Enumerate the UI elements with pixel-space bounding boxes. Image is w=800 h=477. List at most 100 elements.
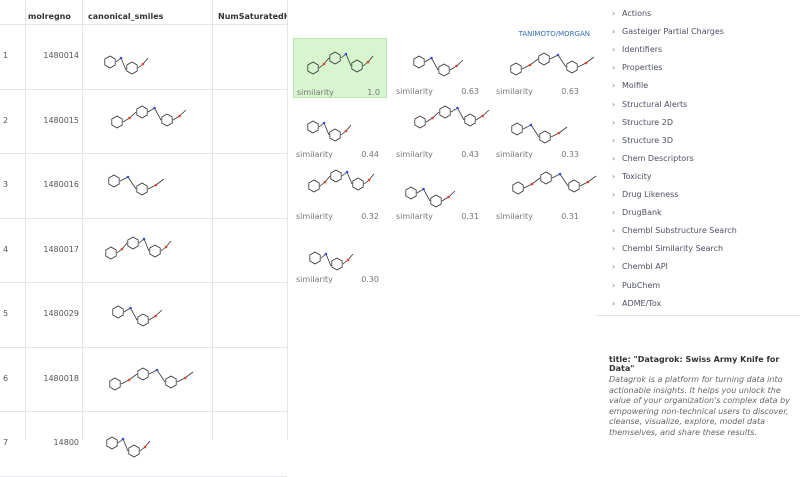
ring [161, 113, 173, 126]
pane-header[interactable]: Structural Alerts [612, 100, 687, 109]
bond [340, 53, 352, 67]
pane-header[interactable]: Structure 3D [612, 136, 673, 145]
ring [307, 61, 319, 75]
ring [329, 51, 341, 65]
ring [352, 177, 364, 191]
bond [450, 107, 465, 120]
pane-header[interactable]: Actions [612, 9, 651, 18]
atom [556, 53, 560, 57]
atom [431, 116, 434, 119]
pane-header[interactable]: PubChem [612, 281, 660, 290]
pane-header[interactable]: Structure 2D [612, 118, 673, 127]
ring [126, 61, 138, 75]
ring [111, 115, 123, 128]
molregno[interactable]: 1480018 [43, 373, 79, 383]
bond [320, 253, 332, 267]
similarity-cell[interactable]: similarity 0.32 [293, 163, 385, 221]
molecule [307, 120, 352, 142]
atom [183, 376, 187, 379]
atom [344, 52, 348, 56]
atom [367, 179, 371, 182]
molecule [109, 367, 194, 390]
bond [148, 368, 166, 382]
bond [549, 54, 567, 68]
similarity-panel: TANIMOTO/MORGAN similarity 1.0 similarity 0… [290, 0, 597, 300]
similarity-cell[interactable]: similarity 0.31 [393, 163, 485, 221]
similarity-label: similarity [296, 149, 333, 159]
atom [164, 245, 168, 248]
similarity-cell[interactable]: similarity 1.0 [293, 38, 387, 98]
atom [529, 123, 533, 126]
pane-header[interactable]: Molfile [612, 81, 648, 90]
ring [351, 59, 363, 73]
similarity-value: 0.30 [361, 275, 379, 285]
row-line [0, 217, 287, 219]
bond [522, 124, 540, 137]
column-header[interactable]: canonical_smiles [88, 12, 164, 21]
pane-header[interactable]: Properties [612, 63, 663, 72]
ring [330, 169, 342, 183]
atom [127, 378, 131, 381]
pane-header[interactable]: Chembl Similarity Search [612, 244, 723, 253]
atom [143, 445, 147, 449]
molecule [105, 236, 172, 259]
similarity-value: 0.43 [461, 149, 479, 159]
column-divider [212, 0, 213, 440]
bond [147, 106, 162, 120]
row-index: 6 [3, 373, 9, 383]
similarity-cell[interactable]: similarity 0.63 [393, 38, 485, 96]
similarity-cell[interactable]: similarity 0.63 [493, 38, 595, 96]
pane-header[interactable]: Toxicity [612, 172, 652, 181]
pane-header[interactable]: ADME/Tox [612, 299, 661, 308]
similarity-cell[interactable]: similarity 0.44 [293, 101, 385, 159]
ring [165, 375, 177, 388]
row-index: 1 [3, 51, 9, 61]
pane-header[interactable]: Chembl API [612, 262, 668, 271]
similarity-label: similarity [496, 149, 533, 159]
molecule [413, 55, 464, 77]
ring [308, 179, 320, 193]
similarity-cell[interactable]: similarity 0.31 [493, 163, 597, 221]
info-text: Datagrok is a platform for turning data … [609, 375, 790, 437]
similarity-value: 0.44 [361, 149, 379, 159]
similarity-label: similarity [396, 149, 433, 159]
molregno[interactable]: 1480014 [43, 51, 79, 61]
similarity-cell[interactable]: similarity 0.30 [293, 226, 385, 284]
atom [120, 247, 124, 250]
molecule [511, 122, 568, 144]
pane-header[interactable]: Identifiers [612, 45, 662, 54]
similarity-cell[interactable]: similarity 0.43 [393, 101, 490, 159]
molecule [308, 169, 375, 193]
row-index: 5 [3, 309, 9, 319]
column-header[interactable]: NumSaturatedHete [218, 12, 288, 21]
molregno[interactable]: 1480016 [43, 180, 79, 190]
molecule [510, 52, 595, 76]
similarity-method[interactable]: TANIMOTO/MORGAN [518, 30, 590, 38]
pane-header[interactable]: Drug Likeness [612, 190, 678, 199]
atom [481, 114, 484, 117]
molregno[interactable]: 1480029 [43, 309, 79, 319]
molecule [512, 171, 597, 195]
similarity-label: similarity [296, 275, 333, 285]
column-divider [82, 0, 83, 440]
ring [137, 313, 149, 327]
similarity-label: similarity [396, 87, 433, 96]
pane-header[interactable]: Chem Descriptors [612, 154, 694, 163]
pane-header[interactable]: Chembl Substructure Search [612, 226, 737, 235]
row-line [0, 282, 287, 283]
pane-header[interactable]: Gasteiger Partial Charges [612, 27, 724, 36]
molregno[interactable]: 1480017 [43, 244, 79, 254]
column-header[interactable]: molregno [28, 12, 71, 21]
atom [344, 129, 348, 132]
molecule [405, 186, 456, 208]
ring [539, 130, 551, 144]
column-divider [287, 0, 288, 440]
ring [566, 60, 578, 74]
molregno[interactable]: 1480015 [43, 115, 79, 125]
atom [141, 62, 145, 66]
pane-header[interactable]: DrugBank [612, 208, 662, 217]
panes: Actions Gasteiger Partial Charges Identifi… [600, 0, 800, 320]
similarity-cell[interactable]: similarity 0.33 [493, 101, 585, 159]
ring [106, 436, 118, 450]
atom [324, 252, 328, 256]
